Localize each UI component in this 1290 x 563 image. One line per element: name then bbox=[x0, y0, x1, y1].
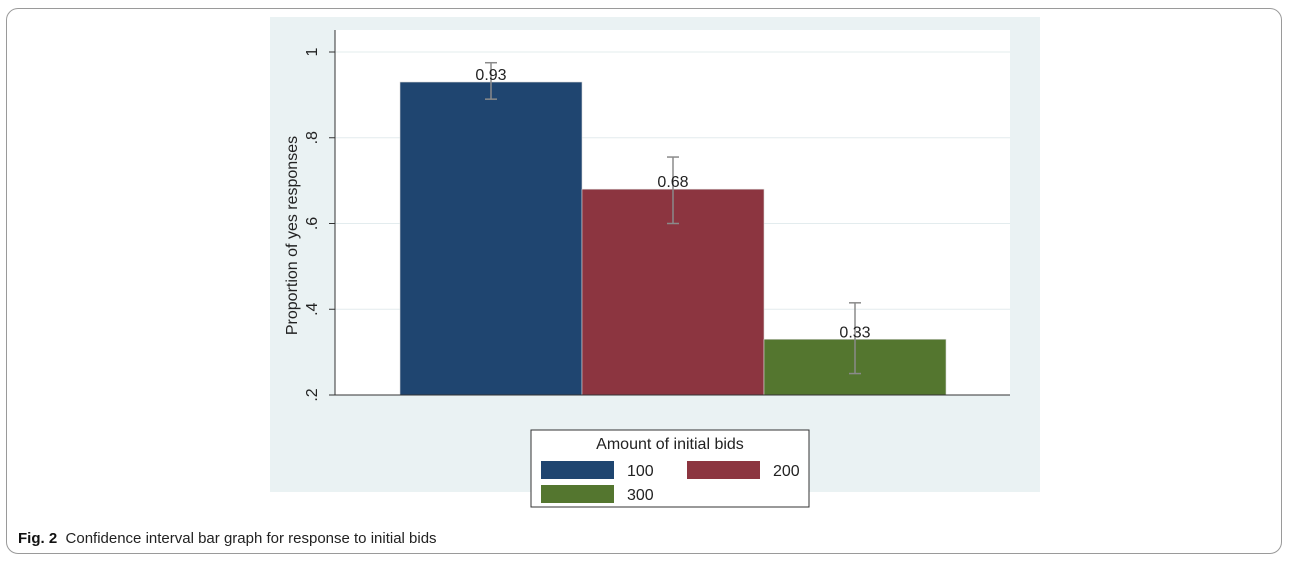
caption-text: Confidence interval bar graph for respon… bbox=[65, 530, 437, 547]
y-axis-label: Proportion of yes responses bbox=[284, 136, 301, 335]
legend-title: Amount of initial bids bbox=[596, 436, 744, 453]
y-tick-label: 1 bbox=[304, 47, 321, 56]
figure-caption: Fig. 2 Confidence interval bar graph for… bbox=[18, 530, 437, 547]
y-tick-label: .6 bbox=[304, 217, 321, 230]
bar-100 bbox=[399, 81, 583, 396]
y-tick-label: .8 bbox=[304, 131, 321, 144]
data-label: 0.93 bbox=[475, 67, 506, 84]
legend-swatch-200 bbox=[687, 461, 760, 479]
legend-label-200: 200 bbox=[773, 463, 800, 480]
y-tick-label: .2 bbox=[304, 388, 321, 401]
data-label: 0.68 bbox=[657, 174, 688, 191]
legend-label-300: 300 bbox=[627, 487, 654, 504]
legend-swatch-100 bbox=[541, 461, 614, 479]
legend-swatch-300 bbox=[541, 485, 614, 503]
caption-label: Fig. 2 bbox=[18, 530, 58, 547]
y-tick-label: .4 bbox=[304, 302, 321, 315]
data-label: 0.33 bbox=[839, 324, 870, 341]
legend-label-100: 100 bbox=[627, 463, 654, 480]
